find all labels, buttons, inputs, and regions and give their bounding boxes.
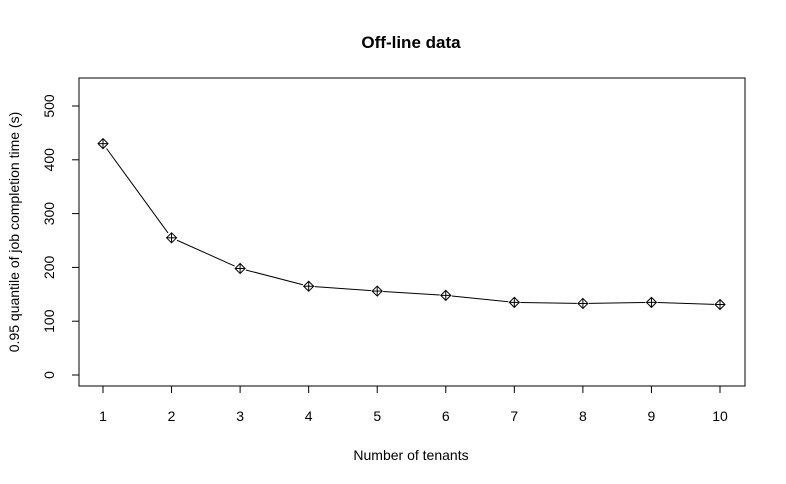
series-line-segment xyxy=(657,302,715,305)
data-point xyxy=(714,298,726,311)
x-tick-label: 1 xyxy=(99,408,107,424)
data-point xyxy=(508,296,521,309)
data-point xyxy=(440,289,452,302)
data-point xyxy=(97,137,109,150)
series-layer xyxy=(97,137,726,311)
series-line-segment xyxy=(106,148,169,234)
data-point xyxy=(302,280,315,292)
series-line-segment xyxy=(245,269,303,286)
series-line-segment xyxy=(314,286,372,292)
x-tick-label: 4 xyxy=(305,408,313,424)
x-axis-label: Number of tenants xyxy=(353,447,468,463)
data-point xyxy=(645,296,658,309)
y-axis: 0 100 200 300 400 500 xyxy=(41,94,80,379)
series-line-segment xyxy=(588,301,646,304)
x-tick-label: 7 xyxy=(510,408,518,424)
x-tick-label: 2 xyxy=(168,408,176,424)
x-tick-label: 10 xyxy=(712,408,728,424)
series-line-segment xyxy=(520,301,577,304)
y-axis-label: 0.95 quantile of job completion time (s) xyxy=(6,112,22,352)
x-axis: 1 2 3 4 5 6 7 8 9 10 xyxy=(99,385,728,424)
data-point xyxy=(371,285,383,297)
y-tick-label: 300 xyxy=(41,202,57,226)
x-tick-label: 9 xyxy=(648,408,656,424)
y-tick-label: 400 xyxy=(41,148,57,172)
series-line-segment xyxy=(176,239,235,267)
y-tick-label: 200 xyxy=(41,256,57,280)
x-tick-label: 8 xyxy=(579,408,587,424)
data-point xyxy=(234,262,246,275)
x-tick-label: 6 xyxy=(442,408,450,424)
x-tick-label: 5 xyxy=(373,408,381,424)
y-tick-label: 100 xyxy=(41,309,57,333)
x-tick-label: 3 xyxy=(236,408,244,424)
y-tick-label: 0 xyxy=(41,371,57,379)
chart-title: Off-line data xyxy=(361,33,461,52)
series-line-segment xyxy=(451,295,509,303)
data-point xyxy=(165,232,178,244)
plot-area-frame xyxy=(78,77,746,387)
series-line-segment xyxy=(383,290,440,296)
y-tick-label: 500 xyxy=(41,94,57,118)
data-point xyxy=(577,297,589,310)
